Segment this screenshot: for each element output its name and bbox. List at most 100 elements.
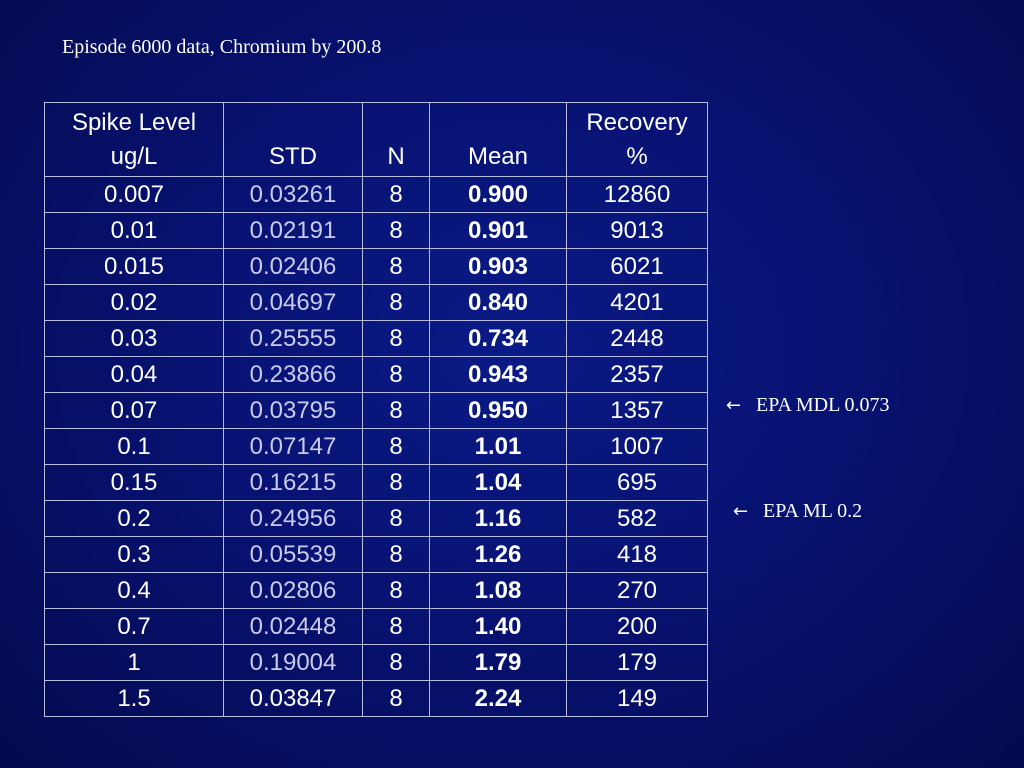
header-spike-level-line1: Spike Level — [71, 109, 197, 136]
table-row: 0.07 0.03795 8 0.950 1357 — [44, 392, 708, 429]
spike-level-cell: 0.1 — [44, 428, 224, 465]
spike-level-cell: 0.2 — [44, 500, 224, 537]
mean-cell: 2.24 — [429, 680, 567, 717]
mean-cell: 0.734 — [429, 320, 567, 357]
mean-cell: 0.943 — [429, 356, 567, 393]
mean-cell: 1.79 — [429, 644, 567, 681]
std-cell: 0.03261 — [223, 176, 363, 213]
header-spike-level-line2: ug/L — [110, 143, 158, 170]
header-std-label: STD — [269, 143, 317, 170]
n-cell: 8 — [362, 356, 430, 393]
data-table: Spike Level ug/L STD N Mean Recovery % 0… — [44, 102, 708, 717]
spike-level-cell: 1 — [44, 644, 224, 681]
std-cell: 0.16215 — [223, 464, 363, 501]
slide-title: Episode 6000 data, Chromium by 200.8 — [62, 36, 382, 58]
header-n: N — [362, 102, 430, 177]
table-row: 0.4 0.02806 8 1.08 270 — [44, 572, 708, 609]
spike-level-cell: 0.4 — [44, 572, 224, 609]
spike-level-cell: 0.15 — [44, 464, 224, 501]
mean-cell: 1.40 — [429, 608, 567, 645]
recovery-cell: 582 — [566, 500, 708, 537]
std-cell: 0.05539 — [223, 536, 363, 573]
std-cell: 0.07147 — [223, 428, 363, 465]
recovery-cell: 179 — [566, 644, 708, 681]
table-row: 0.007 0.03261 8 0.900 12860 — [44, 176, 708, 213]
recovery-cell: 1357 — [566, 392, 708, 429]
annotation-epa-ml: ← EPA ML 0.2 — [733, 500, 862, 523]
table-row: 0.1 0.07147 8 1.01 1007 — [44, 428, 708, 465]
header-std: STD — [223, 102, 363, 177]
n-cell: 8 — [362, 536, 430, 573]
n-cell: 8 — [362, 248, 430, 285]
mean-cell: 1.26 — [429, 536, 567, 573]
table-row: 0.015 0.02406 8 0.903 6021 — [44, 248, 708, 285]
annotation-epa-ml-text: EPA ML 0.2 — [763, 500, 863, 522]
mean-cell: 0.840 — [429, 284, 567, 321]
n-cell: 8 — [362, 392, 430, 429]
spike-level-cell: 0.04 — [44, 356, 224, 393]
mean-cell: 1.04 — [429, 464, 567, 501]
spike-level-cell: 0.02 — [44, 284, 224, 321]
table-row: 0.01 0.02191 8 0.901 9013 — [44, 212, 708, 249]
mean-cell: 0.903 — [429, 248, 567, 285]
annotation-epa-mdl: ← EPA MDL 0.073 — [726, 394, 890, 417]
recovery-cell: 1007 — [566, 428, 708, 465]
header-recovery-line1: Recovery — [586, 109, 688, 136]
n-cell: 8 — [362, 212, 430, 249]
table-row: 0.03 0.25555 8 0.734 2448 — [44, 320, 708, 357]
annotation-epa-mdl-text: EPA MDL 0.073 — [756, 394, 890, 416]
header-recovery: Recovery % — [566, 102, 708, 177]
mean-cell: 1.08 — [429, 572, 567, 609]
n-cell: 8 — [362, 680, 430, 717]
mean-cell: 0.901 — [429, 212, 567, 249]
spike-level-cell: 0.07 — [44, 392, 224, 429]
std-cell: 0.04697 — [223, 284, 363, 321]
recovery-cell: 2357 — [566, 356, 708, 393]
recovery-cell: 2448 — [566, 320, 708, 357]
mean-cell: 0.900 — [429, 176, 567, 213]
recovery-cell: 4201 — [566, 284, 708, 321]
std-cell: 0.03795 — [223, 392, 363, 429]
table-row: 0.2 0.24956 8 1.16 582 — [44, 500, 708, 537]
table-row: 0.3 0.05539 8 1.26 418 — [44, 536, 708, 573]
std-cell: 0.03847 — [223, 680, 363, 717]
table-row: 1.5 0.03847 8 2.24 149 — [44, 680, 708, 717]
header-recovery-line2: % — [626, 143, 648, 170]
table-row: 0.15 0.16215 8 1.04 695 — [44, 464, 708, 501]
n-cell: 8 — [362, 284, 430, 321]
recovery-cell: 695 — [566, 464, 708, 501]
recovery-cell: 6021 — [566, 248, 708, 285]
left-arrow-icon: ← — [726, 394, 742, 416]
n-cell: 8 — [362, 464, 430, 501]
std-cell: 0.19004 — [223, 644, 363, 681]
table-row: 0.7 0.02448 8 1.40 200 — [44, 608, 708, 645]
recovery-cell: 418 — [566, 536, 708, 573]
recovery-cell: 200 — [566, 608, 708, 645]
std-cell: 0.02406 — [223, 248, 363, 285]
recovery-cell: 270 — [566, 572, 708, 609]
std-cell: 0.02448 — [223, 608, 363, 645]
mean-cell: 0.950 — [429, 392, 567, 429]
std-cell: 0.24956 — [223, 500, 363, 537]
spike-level-cell: 0.03 — [44, 320, 224, 357]
std-cell: 0.02806 — [223, 572, 363, 609]
n-cell: 8 — [362, 608, 430, 645]
table-row: 0.02 0.04697 8 0.840 4201 — [44, 284, 708, 321]
spike-level-cell: 1.5 — [44, 680, 224, 717]
header-mean: Mean — [429, 102, 567, 177]
mean-cell: 1.01 — [429, 428, 567, 465]
std-cell: 0.25555 — [223, 320, 363, 357]
spike-level-cell: 0.015 — [44, 248, 224, 285]
std-cell: 0.23866 — [223, 356, 363, 393]
header-spike-level: Spike Level ug/L — [44, 102, 224, 177]
recovery-cell: 149 — [566, 680, 708, 717]
mean-cell: 1.16 — [429, 500, 567, 537]
spike-level-cell: 0.007 — [44, 176, 224, 213]
header-mean-label: Mean — [467, 143, 529, 170]
n-cell: 8 — [362, 500, 430, 537]
spike-level-cell: 0.3 — [44, 536, 224, 573]
n-cell: 8 — [362, 320, 430, 357]
left-arrow-icon: ← — [733, 500, 749, 522]
recovery-cell: 12860 — [566, 176, 708, 213]
header-row: Spike Level ug/L STD N Mean Recovery % — [44, 102, 708, 177]
